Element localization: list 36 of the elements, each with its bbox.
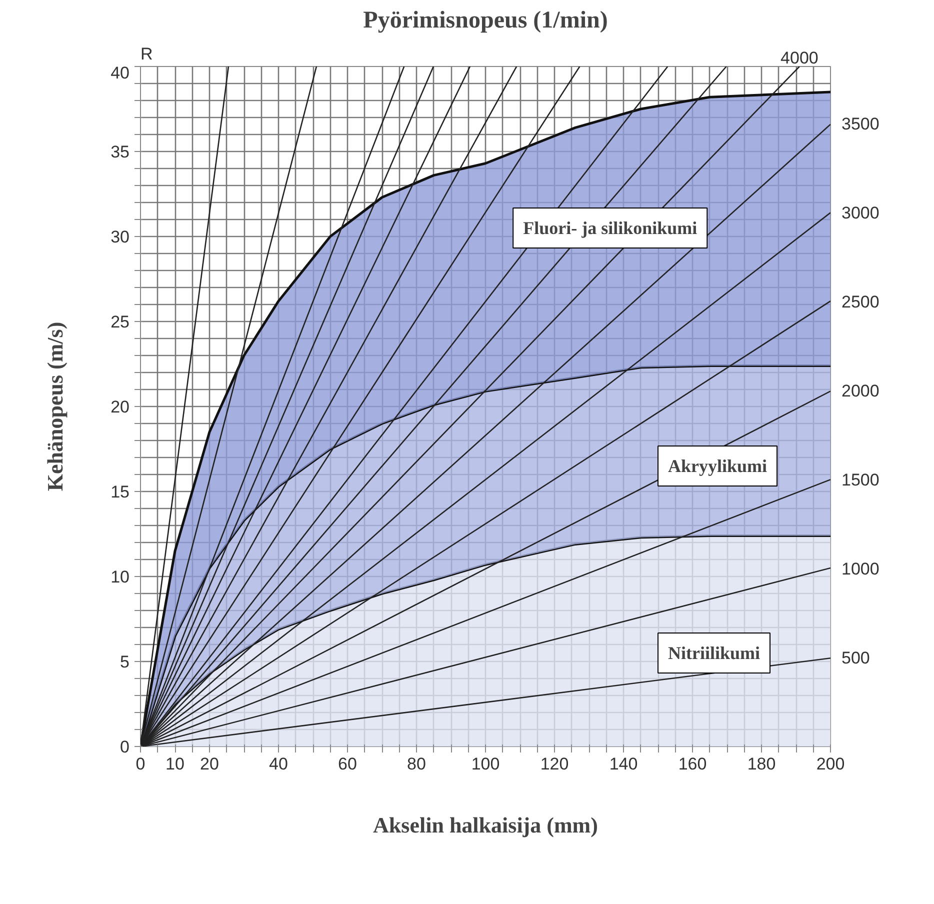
y2-tick-label: 500 xyxy=(842,648,870,668)
y-tick-label: 10 xyxy=(110,568,130,586)
x-tick-label: 0 xyxy=(136,754,146,774)
y2-tick-label: 1000 xyxy=(842,559,880,578)
y2-tick-label: 1500 xyxy=(842,470,880,490)
y2-tick-label: 2000 xyxy=(842,381,880,400)
y2-tick-label: 2500 xyxy=(842,292,880,312)
y-tick-label: 35 xyxy=(110,142,130,162)
y-axis-title: Kehänopeus (m/s) xyxy=(42,322,68,492)
x-tick-label: 200 xyxy=(816,754,845,774)
x-tick-label: 100 xyxy=(471,754,500,774)
x-tick-label: 40 xyxy=(269,754,288,774)
y2-tick-label: 3000 xyxy=(842,203,880,222)
x-tick-label: 160 xyxy=(678,754,707,774)
x-axis-title: Akselin halkaisija (mm) xyxy=(373,812,598,838)
x-tick-label: 20 xyxy=(200,754,219,774)
x-tick-label: 80 xyxy=(407,754,426,774)
annotation: 4000 xyxy=(780,48,818,68)
series-label: Nitriilikumi xyxy=(668,643,760,663)
y-tick-label: 0 xyxy=(120,738,130,756)
y-tick-label: 15 xyxy=(110,482,130,502)
x-tick-label: 180 xyxy=(747,754,776,774)
y-tick-label: 40 xyxy=(110,64,130,82)
y2-tick-label: 3500 xyxy=(842,114,880,134)
x-tick-label: 10 xyxy=(166,754,184,774)
chart-title: Pyörimisnopeus (1/min) xyxy=(363,8,608,34)
series-label: Fluori- ja silikonikumi xyxy=(523,218,698,238)
y-tick-label: 20 xyxy=(110,398,130,416)
y-tick-label: 30 xyxy=(110,228,130,246)
y-tick-label: 5 xyxy=(120,652,130,672)
x-tick-label: 140 xyxy=(609,754,638,774)
text: R xyxy=(140,44,153,64)
series-label: Akryylikumi xyxy=(668,456,768,476)
y-tick-label: 25 xyxy=(110,312,130,332)
x-tick-label: 60 xyxy=(338,754,357,774)
x-tick-label: 120 xyxy=(540,754,569,774)
